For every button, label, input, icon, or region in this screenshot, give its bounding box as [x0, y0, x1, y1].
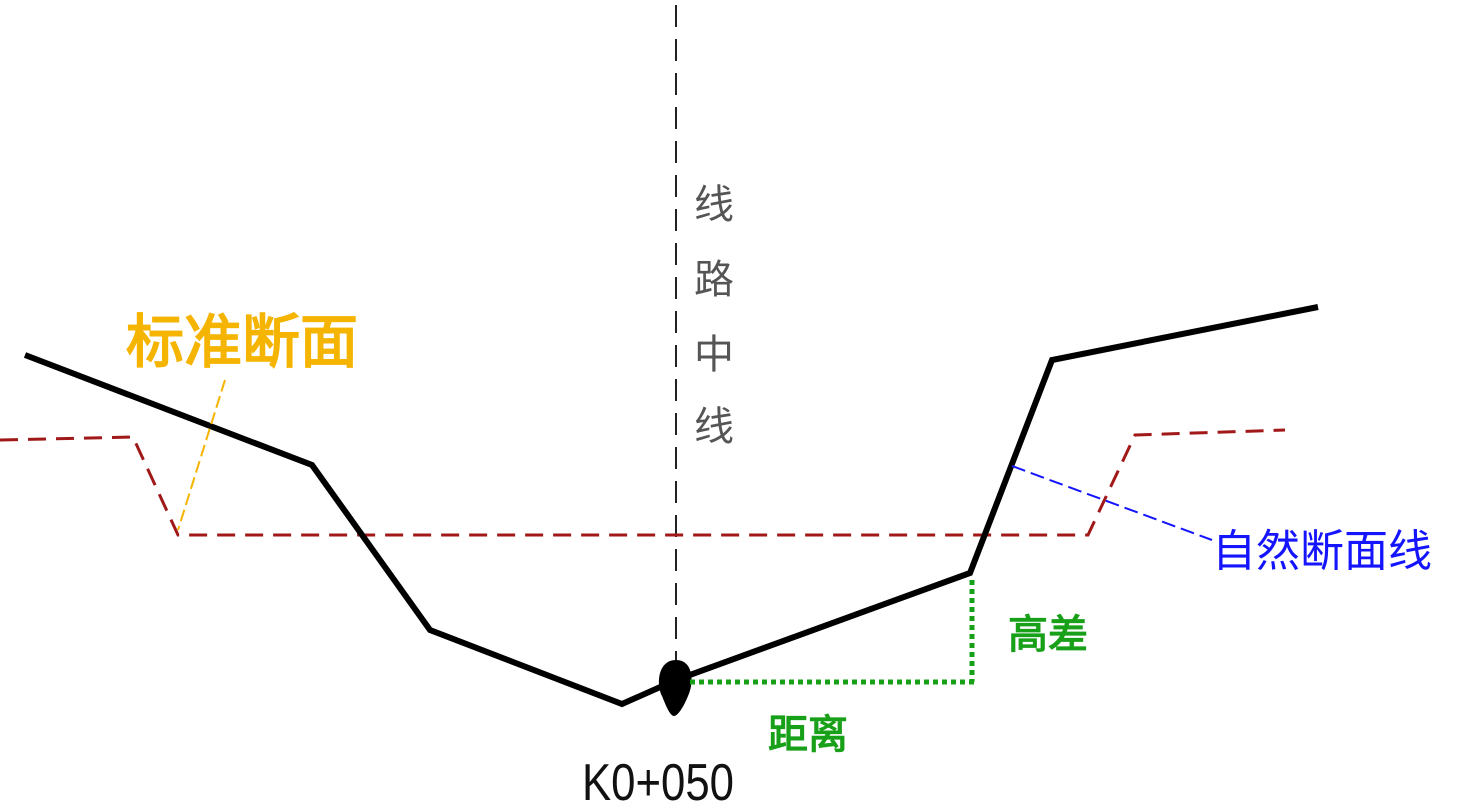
center-point-marker	[658, 660, 692, 716]
centerline-label-char-2: 路	[694, 257, 734, 303]
centerline-label-char-1: 线	[694, 182, 734, 228]
natural-section-label: 自然断面线	[1212, 526, 1432, 577]
standard-section-leader	[177, 379, 226, 531]
station-label: K0+050	[582, 754, 734, 811]
height-difference-label: 高差	[1008, 612, 1088, 658]
natural-ground-line	[23, 304, 1319, 708]
standard-section-label: 标准断面	[126, 308, 358, 376]
natural-section-leader	[1011, 465, 1213, 541]
distance-label: 距离	[768, 712, 848, 758]
centerline-label-char-3: 中	[694, 332, 734, 378]
centerline-label-char-4: 线	[694, 404, 734, 450]
